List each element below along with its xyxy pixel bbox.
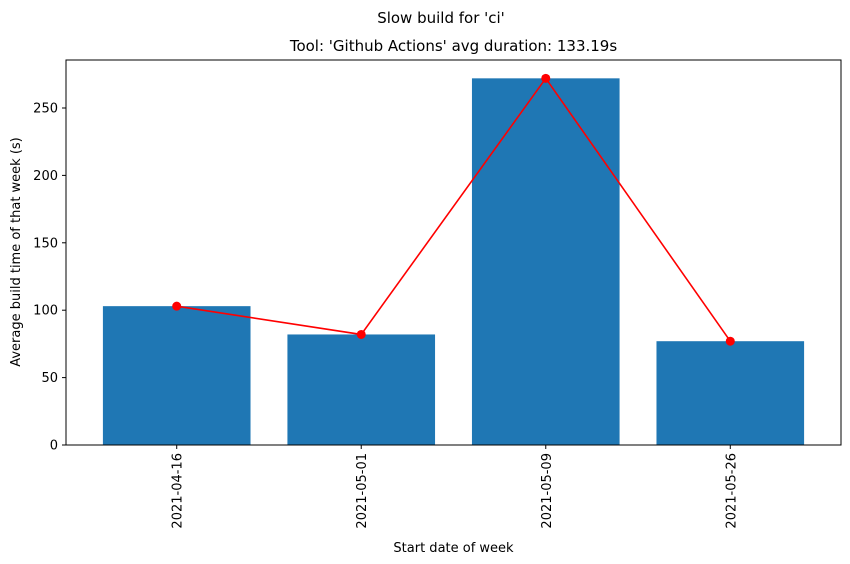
chart-suptitle: Slow build for 'ci' [377,9,505,27]
bar [102,306,251,445]
line-point [356,329,366,339]
y-tick-label: 200 [33,169,58,184]
x-axis-label: Start date of week [393,541,514,556]
line-point [725,336,735,346]
x-tick-label: 2021-05-09 [540,453,555,529]
y-tick-label: 150 [33,236,58,251]
y-axis-label: Average build time of that week (s) [9,137,24,367]
y-tick-label: 50 [41,371,58,386]
bar [471,78,620,445]
bar [656,341,805,445]
line-point [541,73,551,83]
axes-frame [65,59,842,446]
x-tick-label: 2021-05-26 [724,453,739,529]
y-tick-label: 250 [33,101,58,116]
bar [287,334,436,445]
y-tick-label: 100 [33,304,58,319]
x-tick-label: 2021-04-16 [171,453,186,529]
chart-title: Tool: 'Github Actions' avg duration: 133… [289,37,618,55]
plot-area: 0 50 100 150 200 250 2021-04-16 2021-05-01 2021-… [33,59,842,529]
x-tick-label: 2021-05-01 [355,453,370,529]
line-point [172,301,182,311]
y-tick-label: 0 [50,439,58,454]
series-line [176,76,731,342]
